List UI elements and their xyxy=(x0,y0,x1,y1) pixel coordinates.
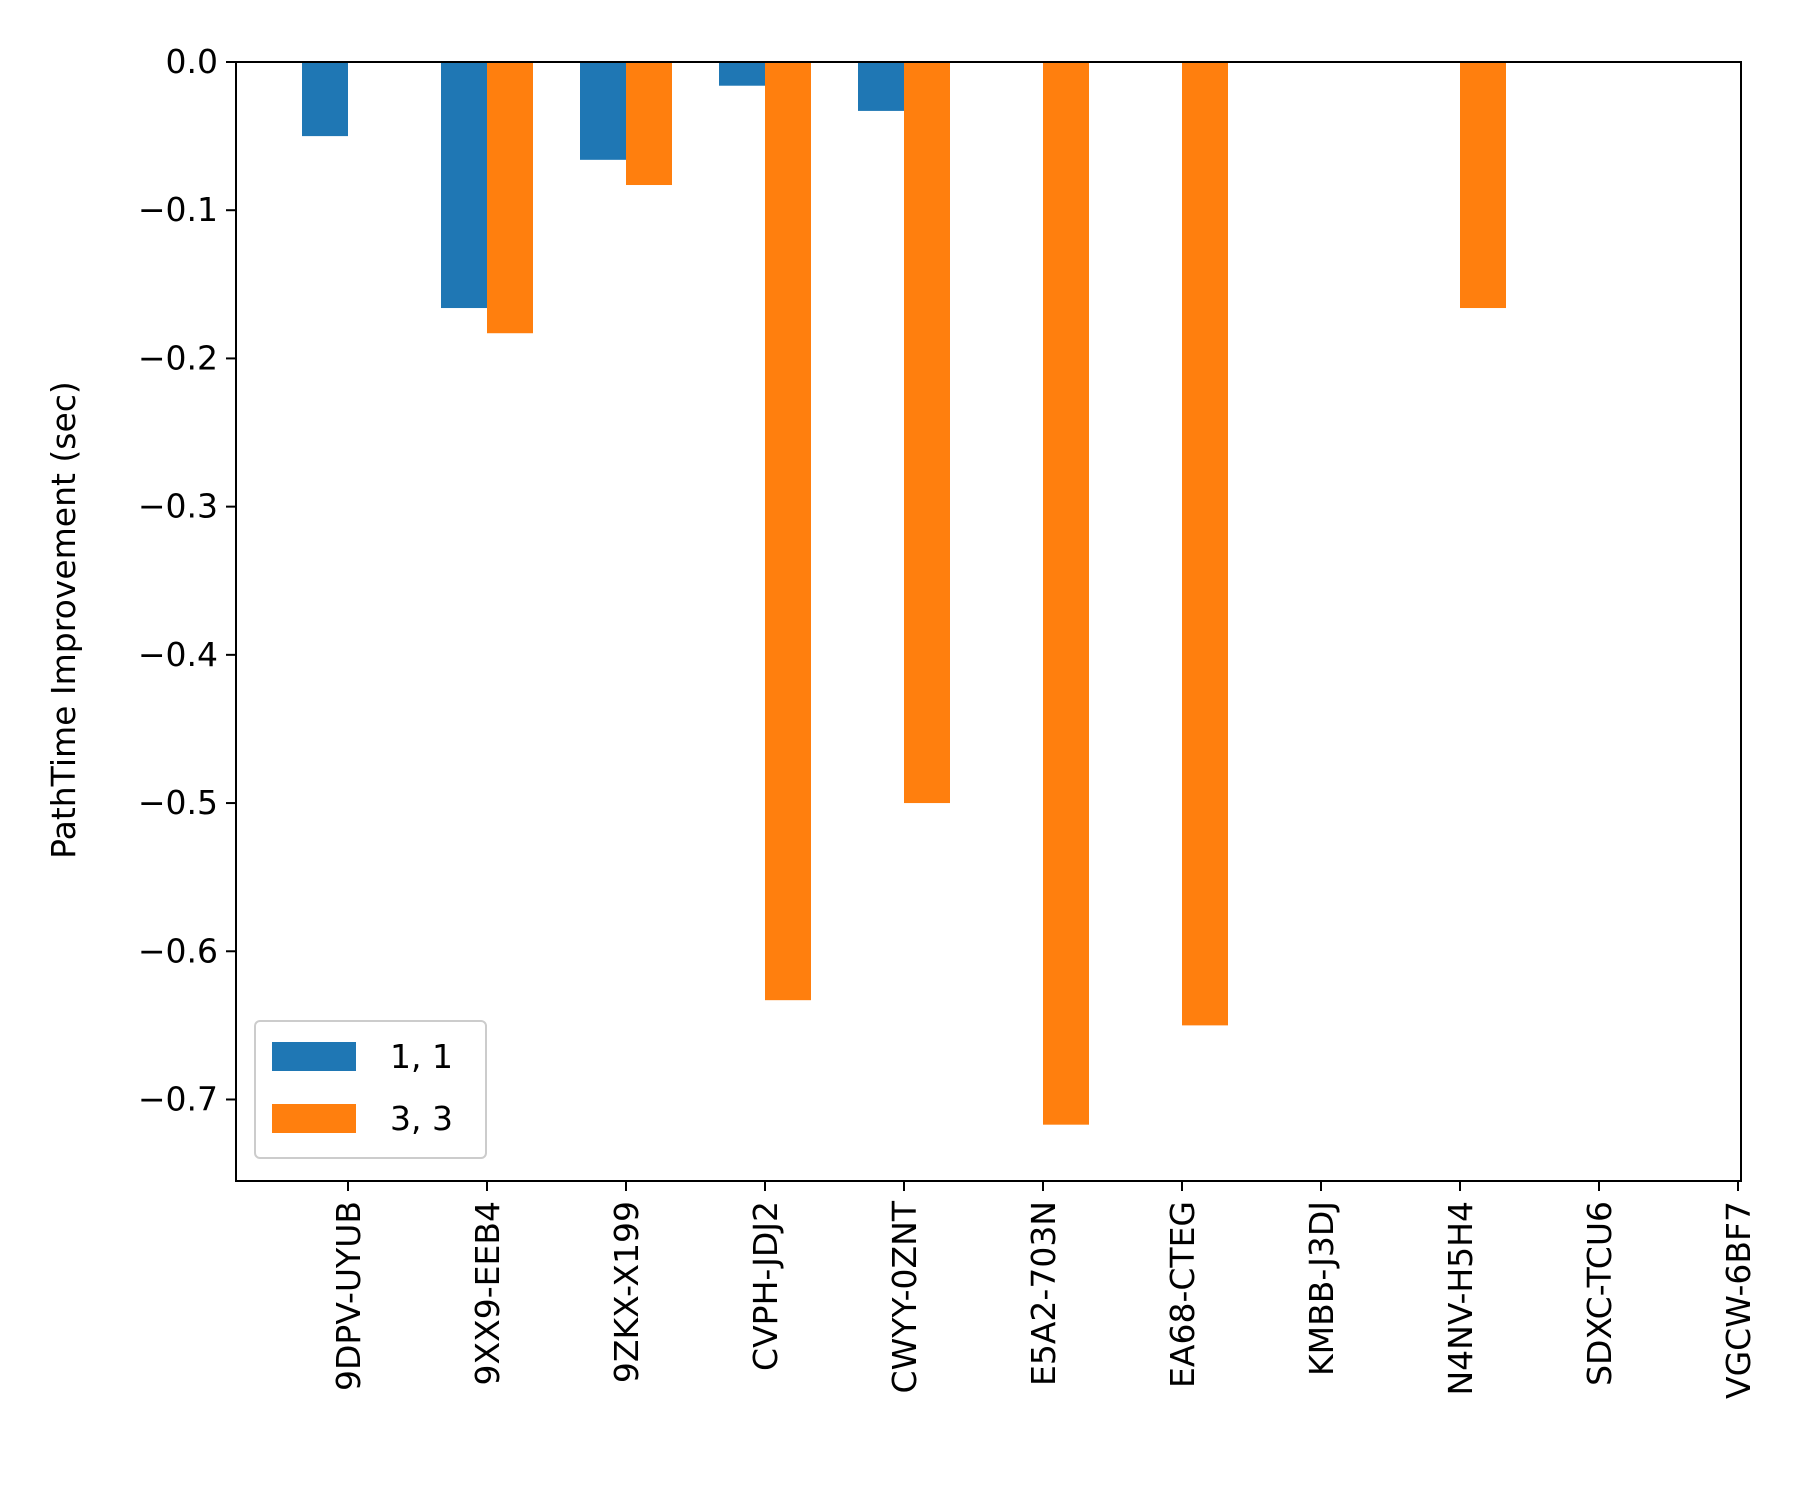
x-tick-label-cwyy-0znt: CWYY-0ZNT xyxy=(885,1200,924,1393)
legend-swatch-series-2 xyxy=(272,1104,356,1133)
bar-series-2-ea68-cteg xyxy=(1182,62,1228,1026)
bar-series-1-cwyy-0znt xyxy=(858,62,904,111)
bar-series-2-e5a2-703n xyxy=(1043,62,1089,1125)
bars-layer xyxy=(302,62,1506,1125)
y-tick-label: 0.0 xyxy=(166,42,218,81)
bar-series-2-n4nv-h5h4 xyxy=(1460,62,1506,309)
y-tick-label: −0.6 xyxy=(138,931,218,970)
y-tick-label: −0.3 xyxy=(138,487,218,526)
legend-swatch-series-1 xyxy=(272,1042,356,1071)
bar-series-1-9dpv-uyub xyxy=(302,62,348,137)
y-tick-label: −0.4 xyxy=(138,635,218,674)
x-tick-label-ea68-cteg: EA68-CTEG xyxy=(1163,1201,1202,1388)
x-tick-label-9xx9-eeb4: 9XX9-EEB4 xyxy=(468,1201,507,1385)
x-tick-label-9dpv-uyub: 9DPV-UYUB xyxy=(329,1201,368,1391)
plot-frame xyxy=(235,61,1742,1182)
y-axis-label: PathTime Improvement (sec) xyxy=(44,381,83,859)
y-axis: 0.0 −0.1 −0.2 −0.3 −0.4 −0.5 −0.6 −0.7 xyxy=(138,42,236,1118)
bar-series-1-9zkx-x199 xyxy=(580,62,626,160)
x-tick-label-kmbb-j3dj: KMBB-J3DJ xyxy=(1302,1201,1341,1376)
legend-label-series-2: 3, 3 xyxy=(390,1099,453,1138)
x-tick-label-9zkx-x199: 9ZKX-X199 xyxy=(607,1201,646,1383)
x-axis: 9DPV-UYUB 9XX9-EEB4 9ZKX-X199 CVPH-JDJ2 CWYY… xyxy=(329,1181,1758,1399)
x-tick-label-cvph-jdj2: CVPH-JDJ2 xyxy=(746,1201,785,1371)
x-tick-label-e5a2-703n: E5A2-703N xyxy=(1024,1201,1063,1386)
y-tick-label: −0.7 xyxy=(138,1079,218,1118)
legend-label-series-1: 1, 1 xyxy=(390,1037,453,1076)
legend: 1, 1 3, 3 xyxy=(254,1020,487,1159)
bar-series-2-cwyy-0znt xyxy=(904,62,950,804)
x-tick-label-n4nv-h5h4: N4NV-H5H4 xyxy=(1441,1201,1480,1396)
y-tick-label: −0.5 xyxy=(138,783,218,822)
y-tick-label: −0.1 xyxy=(138,190,218,229)
bar-series-2-9zkx-x199 xyxy=(626,62,672,186)
bar-series-1-9xx9-eeb4 xyxy=(441,62,487,309)
x-tick-label-sdxc-tcu6: SDXC-TCU6 xyxy=(1580,1201,1619,1386)
bar-series-2-9xx9-eeb4 xyxy=(487,62,533,334)
bar-series-1-cvph-jdj2 xyxy=(719,62,765,86)
bar-series-2-cvph-jdj2 xyxy=(765,62,811,1001)
x-tick-label-vgcw-6bf7: VGCW-6BF7 xyxy=(1719,1201,1758,1399)
y-tick-label: −0.2 xyxy=(138,338,218,377)
